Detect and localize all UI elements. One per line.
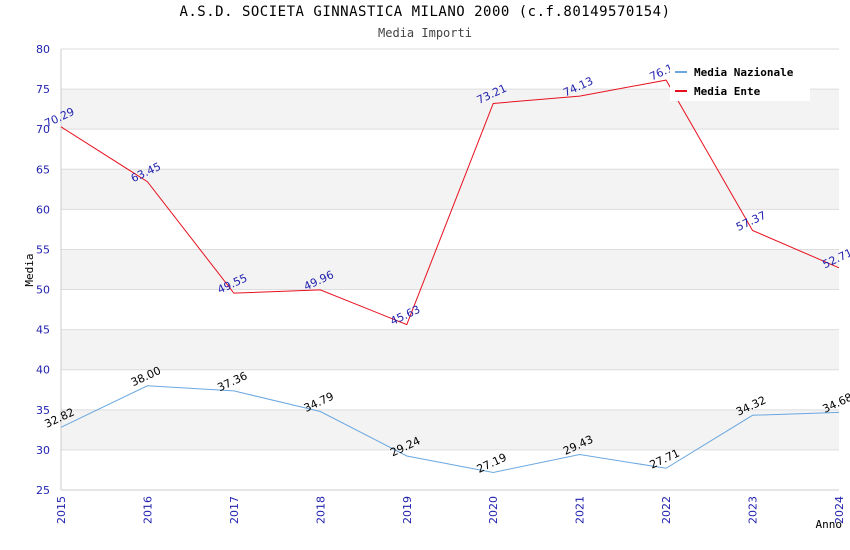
- x-tick-label: 2021: [574, 496, 587, 524]
- y-tick-labels: 25 30 35 40 45 50 55 60 65 70 75 80: [36, 43, 50, 497]
- x-tick-label: 2018: [314, 496, 327, 524]
- grid-band: [61, 329, 839, 370]
- chart-subtitle: Media Importi: [378, 26, 472, 40]
- legend-box: [670, 60, 810, 101]
- grid-band: [61, 409, 839, 450]
- y-axis-title: Media: [23, 253, 36, 286]
- y-tick-label: 55: [36, 243, 50, 256]
- y-tick-label: 35: [36, 404, 50, 417]
- y-tick-label: 70: [36, 123, 50, 136]
- x-tick-label: 2017: [228, 496, 241, 524]
- y-tick-label: 40: [36, 364, 50, 377]
- grid-lines: [61, 48, 839, 491]
- x-tick-label: 2022: [660, 496, 673, 524]
- x-tick-label: 2024: [833, 496, 846, 524]
- x-tick-label: 2020: [487, 496, 500, 524]
- x-tick-label: 2023: [747, 496, 760, 524]
- y-tick-label: 60: [36, 203, 50, 216]
- x-tick-label: 2019: [401, 496, 414, 524]
- grid-bands: [61, 89, 839, 450]
- axes: [60, 49, 839, 491]
- y-tick-label: 45: [36, 324, 50, 337]
- legend: Media Nazionale Media Ente: [670, 60, 810, 101]
- y-tick-label: 80: [36, 43, 50, 56]
- chart-title: A.S.D. SOCIETA GINNASTICA MILANO 2000 (c…: [179, 4, 671, 20]
- y-tick-label: 75: [36, 83, 50, 96]
- y-tick-label: 65: [36, 163, 50, 176]
- series-line: [60, 385, 840, 473]
- legend-entry: Media Nazionale: [694, 66, 794, 79]
- grid-band: [61, 249, 839, 290]
- y-tick-label: 25: [36, 484, 50, 497]
- data-label: 57.37: [734, 209, 768, 234]
- x-tick-labels: 2015 2016 2017 2018 2019 2020 2021 2022 2023 2024: [55, 496, 846, 524]
- y-tick-label: 50: [36, 284, 50, 297]
- series-line: [60, 79, 840, 326]
- x-tick-label: 2016: [141, 496, 154, 524]
- y-tick-label: 30: [36, 444, 50, 457]
- x-axis-title: Anno: [816, 518, 843, 531]
- grid-band: [61, 169, 839, 210]
- legend-entry: Media Ente: [694, 85, 761, 98]
- x-tick-label: 2015: [55, 496, 68, 524]
